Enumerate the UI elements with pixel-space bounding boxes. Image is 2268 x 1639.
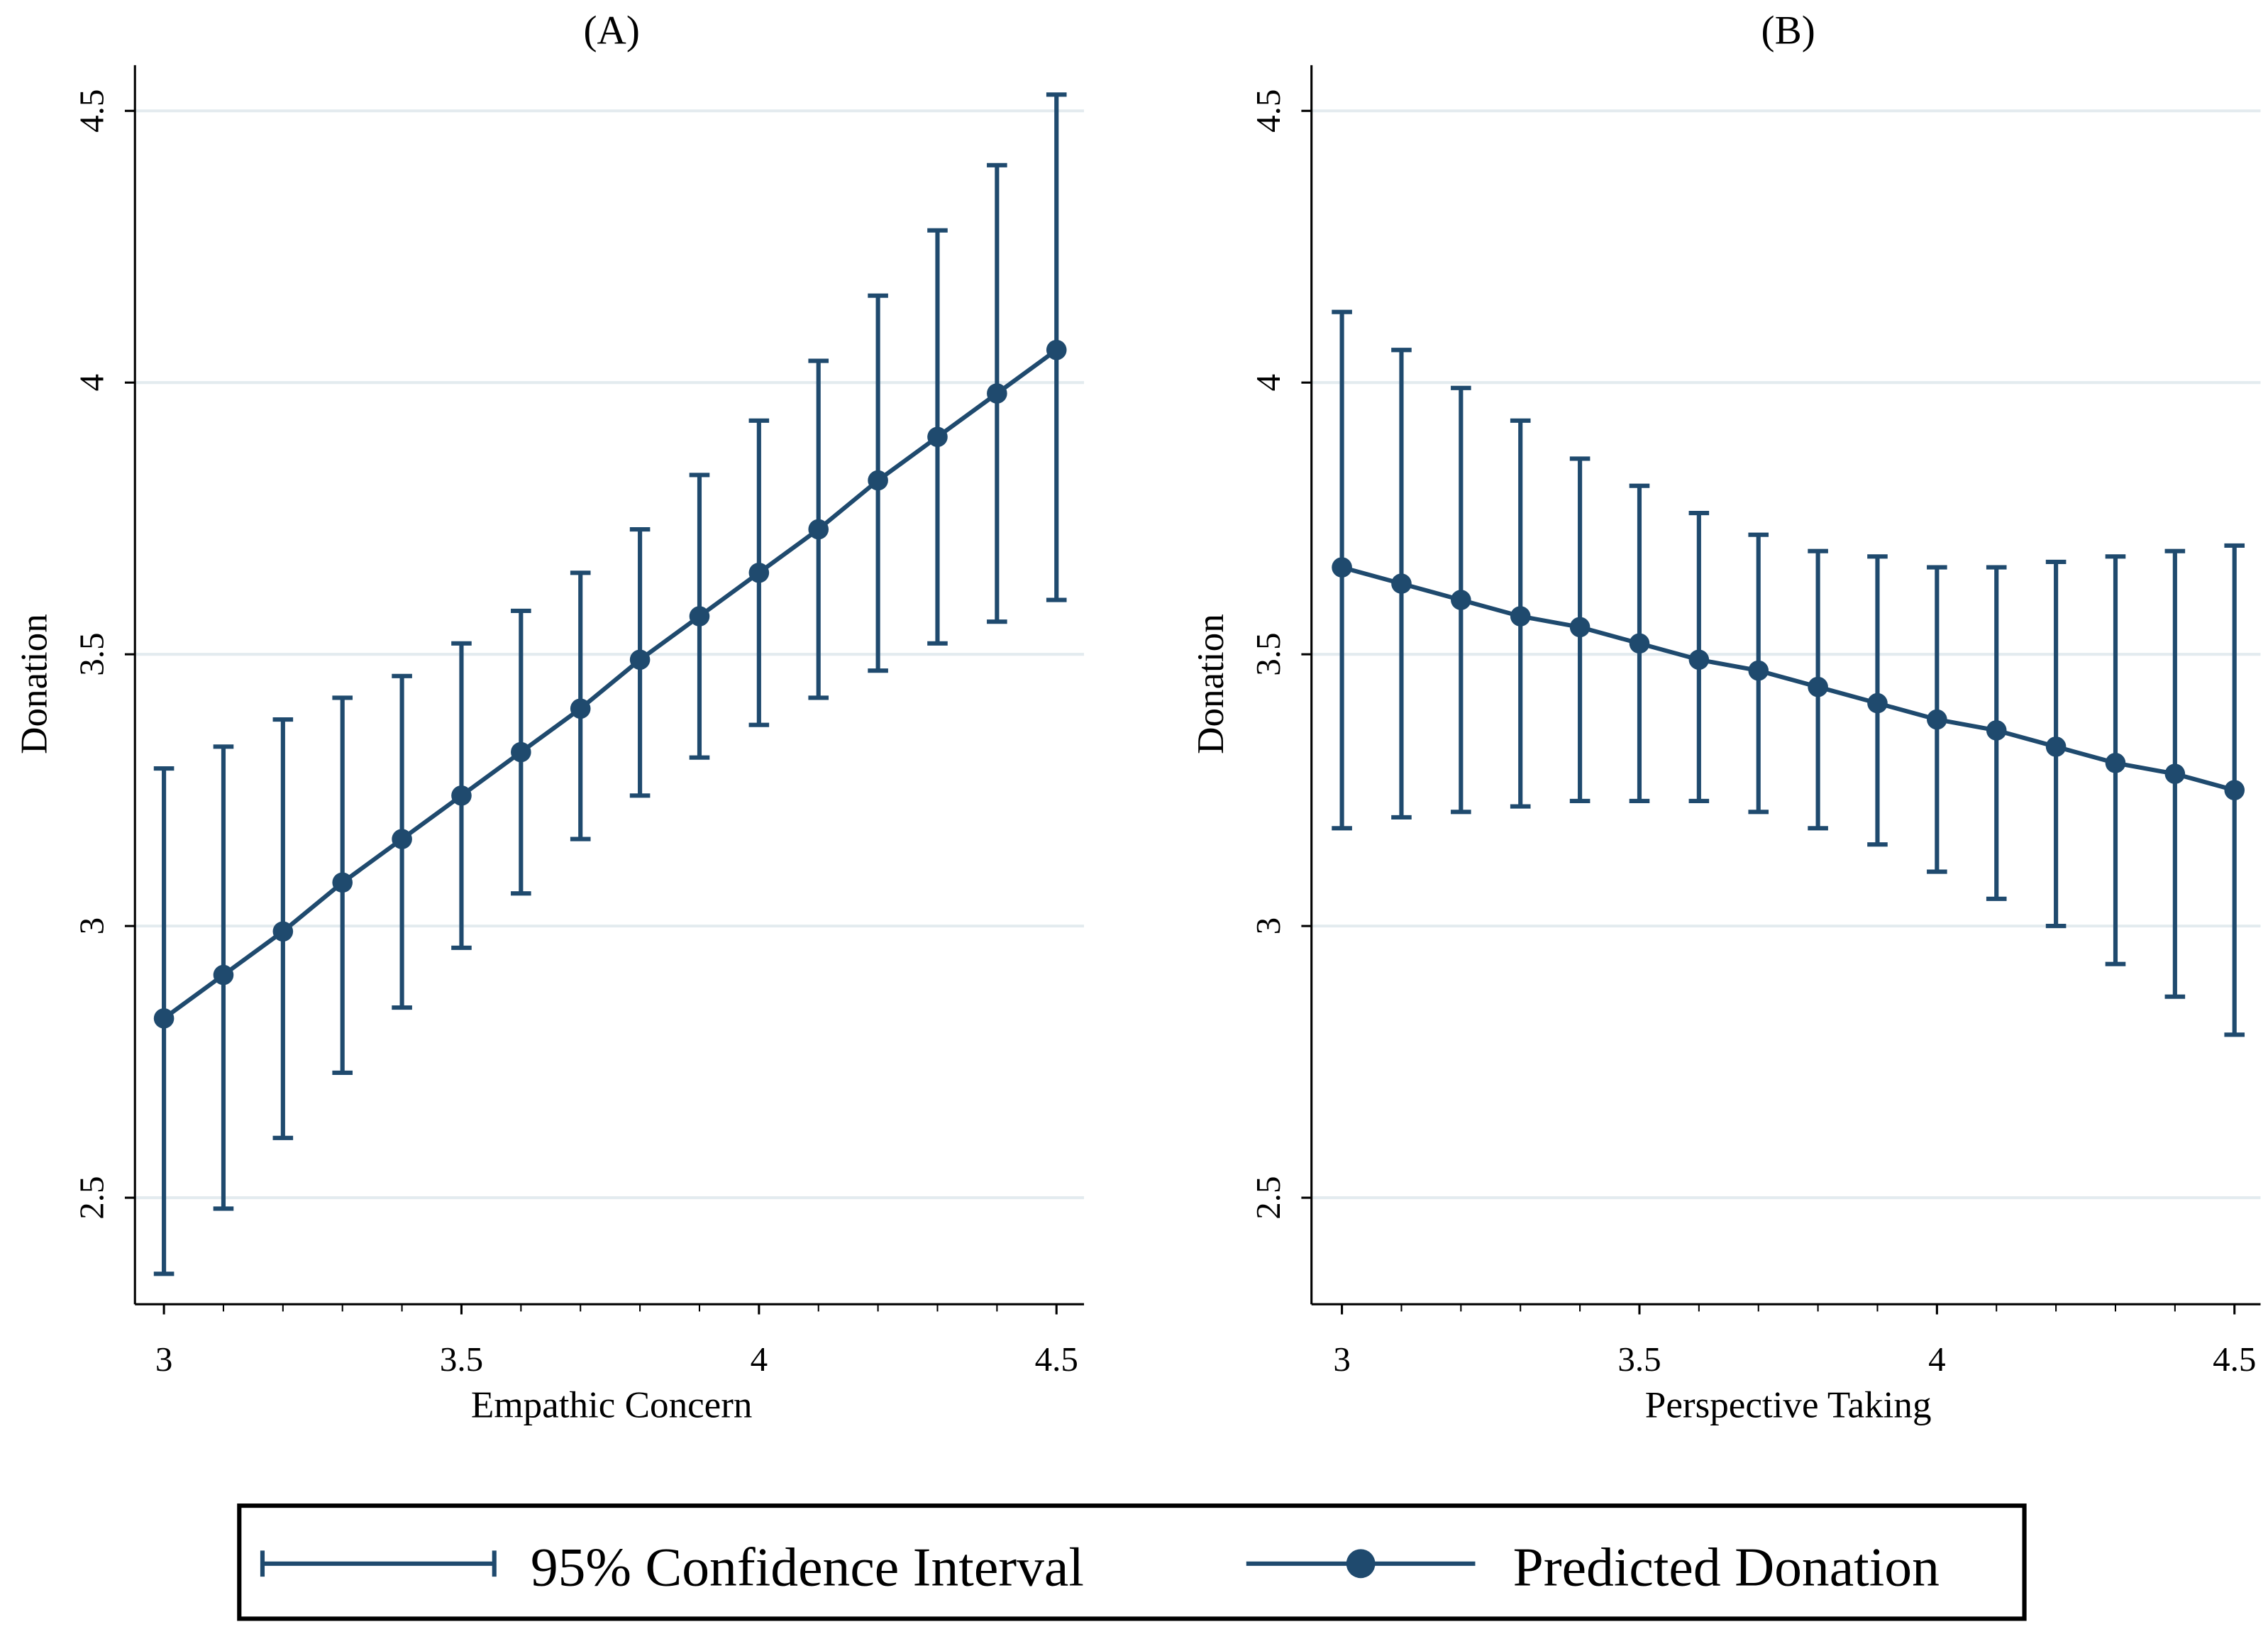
predicted-point (868, 470, 888, 491)
y-tick-label: 2.5 (72, 1176, 111, 1219)
predicted-point (1986, 720, 2007, 741)
x-tick-label: 3 (155, 1340, 173, 1379)
predicted-point (1332, 557, 1352, 578)
x-tick-label: 3.5 (1617, 1340, 1661, 1379)
panel-b-title: (B) (1761, 8, 1815, 53)
predicted-point (1451, 590, 1471, 610)
predicted-point (748, 562, 770, 583)
x-tick-label: 3.5 (440, 1340, 483, 1379)
predicted-point (392, 829, 412, 849)
legend: 95% Confidence Interval Predicted Donati… (237, 1503, 2027, 1621)
predicted-point (1688, 649, 1710, 670)
predicted-point (272, 921, 294, 942)
predicted-point (808, 519, 829, 540)
y-tick-label: 2.5 (1249, 1176, 1288, 1219)
predicted-point (689, 606, 710, 627)
x-tick-label: 3 (1333, 1340, 1351, 1379)
y-tick-label: 3 (1249, 917, 1288, 935)
predicted-point (1748, 660, 1769, 681)
predicted-point (153, 1008, 175, 1029)
panel-a-title: (A) (584, 8, 640, 53)
predicted-point (2164, 763, 2186, 784)
panel-b-ylabel: Donation (1190, 614, 1232, 754)
predicted-point (987, 383, 1007, 404)
predicted-point (213, 964, 234, 986)
legend-predicted-symbol (1246, 1549, 1476, 1579)
y-tick-label: 4 (1249, 374, 1288, 392)
x-tick-label: 4 (751, 1340, 768, 1379)
legend-ci-symbol (260, 1550, 497, 1577)
predicted-point (332, 872, 353, 893)
predicted-point (927, 426, 948, 448)
predicted-point (1867, 692, 1888, 714)
predicted-point (2224, 780, 2245, 800)
predicted-point (1808, 676, 1828, 697)
y-tick-label: 4.5 (72, 89, 111, 133)
predicted-point (1510, 606, 1531, 627)
y-tick-label: 4.5 (1249, 89, 1288, 133)
predicted-point (2045, 736, 2067, 757)
predicted-point (570, 698, 591, 719)
predicted-point (451, 785, 472, 806)
legend-box (237, 1503, 2027, 1621)
y-tick-label: 3.5 (1249, 633, 1288, 676)
x-tick-label: 4 (1928, 1340, 1946, 1379)
predicted-point (1927, 709, 1947, 730)
y-tick-label: 4 (72, 374, 111, 392)
legend-ci-label: 95% Confidence Interval (531, 1536, 1084, 1597)
predicted-point (1391, 573, 1412, 594)
y-tick-label: 3 (72, 917, 111, 935)
predicted-point (1569, 617, 1591, 638)
predicted-point (1629, 633, 1650, 654)
panel-b-xlabel: Perspective Taking (1645, 1385, 1932, 1426)
predicted-point (1046, 339, 1067, 360)
predicted-point (511, 741, 531, 763)
panel-a-xlabel: Empathic Concern (471, 1385, 753, 1426)
panel-a: (A) Empathic Concern Donation 2.5 3 3.5 4 4.… (14, 8, 1085, 1426)
legend-predicted-label: Predicted Donation (1513, 1536, 1940, 1597)
predicted-point (2105, 753, 2126, 773)
x-tick-label: 4.5 (2213, 1340, 2256, 1379)
x-tick-label: 4.5 (1035, 1340, 1078, 1379)
predicted-point (629, 649, 651, 670)
predicted-line (1341, 565, 2235, 793)
panel-a-ylabel: Donation (14, 614, 55, 754)
y-tick-label: 3.5 (72, 633, 111, 676)
panel-b: (B) Perspective Taking Donation 2.5 3 3.5 4… (1190, 8, 2261, 1426)
predicted-line (162, 348, 1058, 1020)
